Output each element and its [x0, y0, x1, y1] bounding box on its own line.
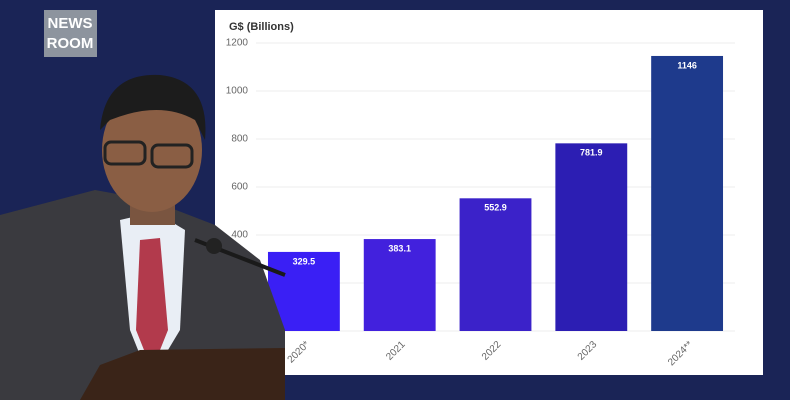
logo-box — [44, 10, 97, 57]
glasses-right — [150, 143, 194, 169]
bar — [651, 55, 724, 332]
y-tick-label: 400 — [231, 230, 248, 241]
y-tick-label: 1000 — [226, 86, 249, 97]
podium — [80, 348, 285, 400]
glasses-left — [103, 140, 147, 166]
hair — [100, 74, 206, 140]
tie — [136, 238, 168, 370]
plot: 0200400600800100012002020*329.52021383.1… — [226, 38, 735, 368]
speaker-photo — [0, 74, 286, 400]
value-label: 781.9 — [580, 148, 603, 158]
bar — [555, 143, 628, 331]
bar — [363, 239, 436, 331]
microphone-head — [206, 238, 222, 254]
logo-line: NEWS — [48, 15, 93, 32]
y-tick-label: 1200 — [226, 38, 249, 49]
bar — [459, 198, 532, 331]
logo-line: ROOM — [47, 35, 94, 52]
value-label: 383.1 — [388, 243, 411, 253]
y-tick-label: 800 — [231, 134, 248, 145]
value-label: 552.9 — [484, 203, 507, 213]
y-tick-label: 600 — [231, 182, 248, 193]
value-label: 329.5 — [293, 256, 316, 266]
chart-title: G$ (Billions) — [229, 21, 294, 33]
value-label: 1146 — [677, 60, 697, 70]
